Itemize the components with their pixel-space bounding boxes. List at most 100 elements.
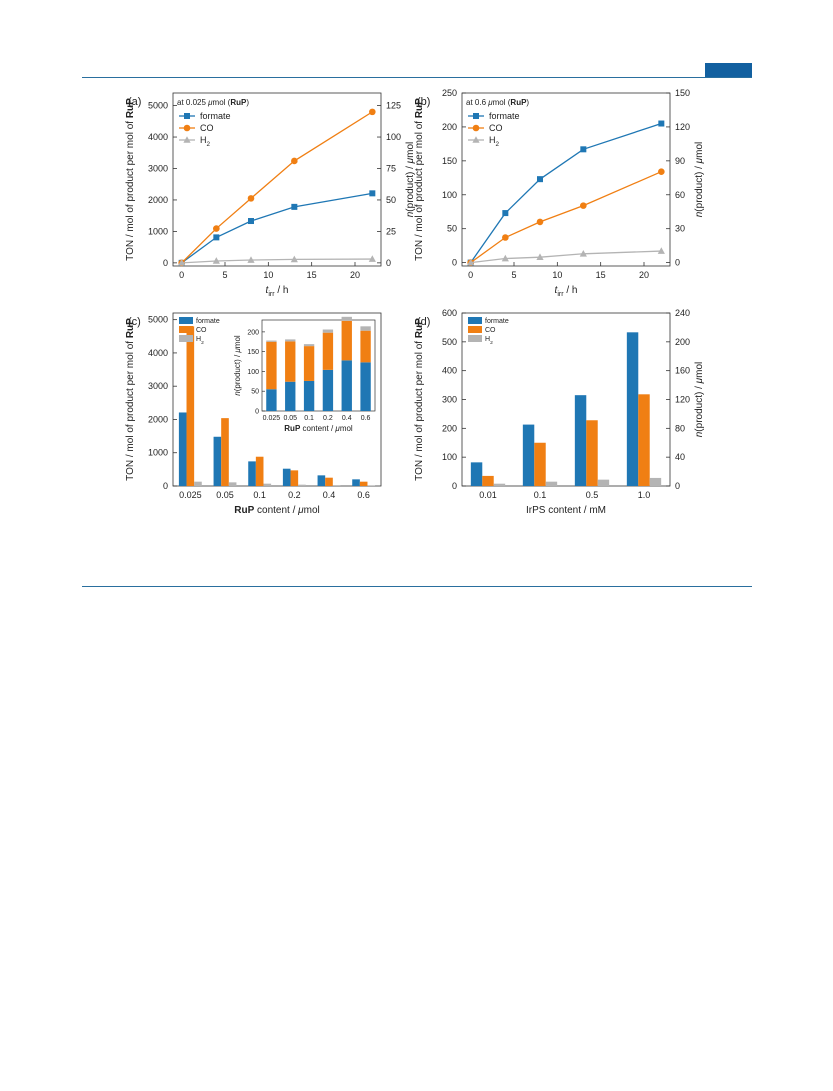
y2-tick-label: 60 bbox=[675, 190, 685, 200]
x-axis-title: RuP content / μmol bbox=[234, 505, 320, 516]
inset-y-tick-label: 100 bbox=[247, 369, 259, 376]
y-tick-label: 300 bbox=[442, 395, 457, 405]
inset-bar-formate bbox=[341, 360, 352, 411]
y-tick-label: 3000 bbox=[148, 163, 168, 173]
x-tick-label: 0 bbox=[468, 270, 473, 280]
data-point-CO bbox=[502, 234, 509, 241]
bar-CO bbox=[482, 475, 494, 486]
bar-CO bbox=[290, 470, 299, 486]
x-tick-label: 10 bbox=[552, 270, 562, 280]
y2-tick-label: 240 bbox=[675, 308, 690, 318]
legend-marker-formate bbox=[473, 113, 479, 119]
bar-H2 bbox=[228, 482, 237, 486]
legend-label-CO: CO bbox=[485, 327, 496, 334]
legend-label-formate: formate bbox=[200, 111, 231, 121]
bar-CO bbox=[255, 456, 264, 486]
y2-tick-label: 120 bbox=[675, 122, 690, 132]
data-point-H2 bbox=[178, 259, 186, 266]
y-tick-label: 400 bbox=[442, 366, 457, 376]
inset-x-tick-label: 0.05 bbox=[283, 415, 297, 422]
header-rule bbox=[82, 77, 752, 78]
y-tick-label: 1000 bbox=[148, 448, 168, 458]
y-tick-label: 5000 bbox=[148, 315, 168, 325]
data-point-formate bbox=[537, 176, 543, 183]
y-tick-label: 3000 bbox=[148, 381, 168, 391]
y-tick-label: 500 bbox=[442, 337, 457, 347]
x-axis-title: tirr / h bbox=[555, 285, 578, 298]
y-axis-title: TON / mol of product per mol of RuP bbox=[414, 318, 425, 481]
data-point-H2 bbox=[290, 255, 298, 263]
y-tick-label: 4000 bbox=[148, 132, 168, 142]
x-axis-title: IrPS content / mM bbox=[526, 505, 606, 516]
y-tick-label: 200 bbox=[442, 423, 457, 433]
series-line-CO bbox=[181, 111, 373, 264]
y2-tick-label: 100 bbox=[386, 132, 401, 142]
y2-tick-label: 150 bbox=[675, 88, 690, 98]
data-point-CO bbox=[369, 108, 376, 116]
bar-formate bbox=[282, 468, 291, 486]
bar-formate bbox=[626, 332, 639, 486]
y2-axis-title: n(product) / μmol bbox=[405, 142, 416, 218]
inset-x-tick-label: 0.4 bbox=[342, 415, 352, 422]
series-line-CO bbox=[470, 171, 662, 264]
legend-label-formate: formate bbox=[485, 318, 509, 325]
y-tick-label: 0 bbox=[452, 258, 457, 268]
inset-bar-formate bbox=[322, 369, 334, 411]
legend-swatch-H2 bbox=[468, 335, 482, 342]
inset-bar-CO bbox=[341, 320, 352, 361]
data-point-formate bbox=[248, 218, 254, 225]
x-tick-label: 20 bbox=[639, 270, 649, 280]
inset-y-tick-label: 50 bbox=[251, 389, 259, 396]
inset-y-tick-label: 200 bbox=[247, 329, 259, 336]
data-point-CO bbox=[213, 225, 220, 232]
inset-bar-CO bbox=[360, 330, 371, 363]
panel-note: at 0.025 μmol (RuP) bbox=[177, 98, 249, 107]
plot-frame bbox=[172, 92, 382, 267]
bar-CO bbox=[186, 326, 195, 486]
y-tick-label: 0 bbox=[163, 481, 168, 491]
inset-y-axis-title: n(product) / μmol bbox=[233, 335, 242, 396]
inset-bar-formate bbox=[360, 362, 371, 411]
bar-H2 bbox=[545, 481, 558, 486]
y-tick-label: 4000 bbox=[148, 348, 168, 358]
y-tick-label: 1000 bbox=[148, 226, 168, 236]
plot-frame bbox=[172, 312, 382, 487]
x-tick-label: 5 bbox=[511, 270, 516, 280]
bar-H2 bbox=[597, 479, 610, 486]
inset-bar-CO bbox=[303, 346, 315, 381]
inset-y-tick-label: 150 bbox=[247, 349, 259, 356]
legend-marker-CO bbox=[472, 124, 480, 132]
y2-tick-label: 75 bbox=[386, 163, 396, 173]
inset-x-tick-label: 0.1 bbox=[304, 415, 314, 422]
y2-tick-label: 0 bbox=[675, 258, 680, 268]
bar-H2 bbox=[332, 485, 341, 486]
y-tick-label: 100 bbox=[442, 190, 457, 200]
bar-H2 bbox=[194, 481, 202, 486]
legend-swatch-CO bbox=[468, 326, 482, 333]
legend-label-H2: H2 bbox=[485, 336, 493, 346]
x-tick-label: 0.2 bbox=[288, 490, 301, 500]
y2-tick-label: 40 bbox=[675, 452, 685, 462]
inset-bar-CO bbox=[266, 341, 277, 390]
y2-tick-label: 0 bbox=[675, 481, 680, 491]
x-tick-label: 15 bbox=[307, 270, 317, 280]
y-tick-label: 0 bbox=[452, 481, 457, 491]
data-point-formate bbox=[213, 234, 220, 241]
series-line-H2 bbox=[470, 250, 662, 264]
legend-swatch-formate bbox=[468, 317, 482, 324]
legend-label-formate: formate bbox=[196, 318, 220, 325]
data-point-H2 bbox=[467, 258, 475, 266]
panel-label: (d) bbox=[417, 316, 430, 328]
legend-swatch-CO bbox=[179, 326, 193, 333]
y-axis-title: TON / mol of product per mol of RuP bbox=[414, 98, 425, 261]
bar-H2 bbox=[493, 483, 506, 486]
series-line-formate bbox=[181, 192, 373, 264]
data-point-H2 bbox=[368, 255, 376, 262]
data-point-CO bbox=[247, 195, 255, 202]
data-point-H2 bbox=[657, 247, 665, 254]
y2-tick-label: 30 bbox=[675, 224, 685, 234]
bar-formate bbox=[470, 462, 483, 486]
x-tick-label: 0.01 bbox=[479, 490, 497, 500]
bar-CO bbox=[638, 394, 650, 486]
y2-axis-title: n(product) / μmol bbox=[694, 142, 705, 218]
